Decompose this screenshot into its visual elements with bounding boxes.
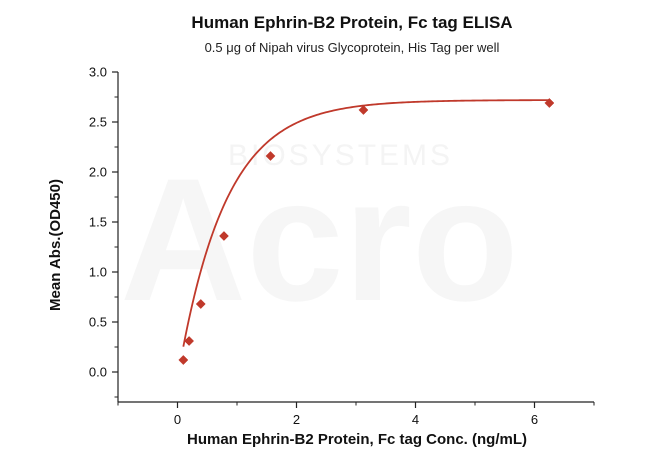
fit-curve: [182, 99, 550, 347]
watermark-small: BIOSYSTEMS: [228, 139, 453, 172]
data-point: [195, 299, 206, 309]
x-tick-label: 0: [174, 412, 181, 427]
x-tick-label: 4: [412, 412, 419, 427]
y-tick-label: 3.0: [89, 65, 107, 80]
data-points: [178, 98, 555, 365]
data-point: [544, 98, 555, 108]
y-tick-label: 2.5: [89, 115, 107, 130]
y-tick-label: 1.5: [89, 215, 107, 230]
x-tick-label: 2: [293, 412, 300, 427]
chart-title: Human Ephrin-B2 Protein, Fc tag ELISA: [191, 13, 512, 32]
y-tick-label: 2.0: [89, 165, 107, 180]
axes: 0.0 0.5 1.0 1.5 2.0 2.5 3.0 0 2 4 6: [89, 65, 595, 427]
chart-subtitle: 0.5 μg of Nipah virus Glycoprotein, His …: [205, 40, 500, 55]
y-tick-label: 1.0: [89, 265, 107, 280]
data-point: [184, 336, 195, 346]
data-point: [358, 105, 369, 115]
y-tick-label: 0.0: [89, 365, 107, 380]
y-axis-label: Mean Abs.(OD450): [47, 179, 64, 311]
data-point: [178, 355, 189, 365]
data-point: [219, 231, 229, 241]
fit-curve-layer: [182, 99, 550, 347]
y-tick-label: 0.5: [89, 315, 107, 330]
data-point: [265, 151, 276, 161]
x-axis-label: Human Ephrin-B2 Protein, Fc tag Conc. (n…: [187, 431, 527, 448]
watermark: Acro BIOSYSTEMS: [120, 139, 519, 338]
watermark-large: Acro: [120, 143, 519, 338]
x-tick-label: 6: [531, 412, 538, 427]
